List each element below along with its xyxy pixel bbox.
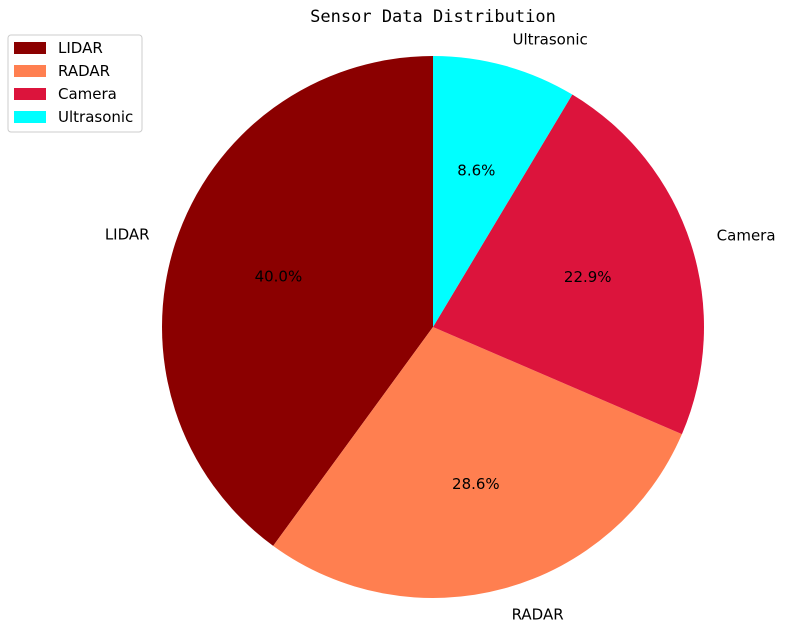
legend-label-radar: RADAR [58,62,110,80]
slice-label-radar: RADAR [512,606,564,624]
pie-slice-lidar [162,56,433,546]
pie-slice-ultrasonic [433,56,573,327]
slice-label-ultrasonic: Ultrasonic [512,31,587,49]
pie-slices [162,56,704,598]
slice-value-camera: 22.9% [564,268,612,286]
slice-value-ultrasonic: 8.6% [457,161,495,179]
legend-items: LIDAR RADAR Camera Ultrasonic [14,39,133,126]
legend-swatch-ultrasonic [14,111,46,123]
slice-label-camera: Camera [717,226,776,244]
legend-label-ultrasonic: Ultrasonic [58,108,133,126]
legend-label-lidar: LIDAR [58,39,103,57]
legend-swatch-camera [14,88,46,100]
legend-swatch-radar [14,65,46,77]
pie-labels: LIDAR 40.0% RADAR 28.6% Camera 22.9% Ultrasoni… [105,31,776,624]
legend-label-camera: Camera [58,85,117,103]
slice-value-radar: 28.6% [452,475,500,493]
legend: LIDAR RADAR Camera Ultrasonic [7,34,143,133]
slice-label-lidar: LIDAR [105,226,150,244]
pie-slice-camera [433,94,704,435]
pie-slice-radar [273,327,682,598]
legend-frame [7,34,143,133]
slice-value-lidar: 40.0% [255,268,303,286]
chart-title: Sensor Data Distribution [310,7,556,27]
legend-swatch-lidar [14,42,46,54]
